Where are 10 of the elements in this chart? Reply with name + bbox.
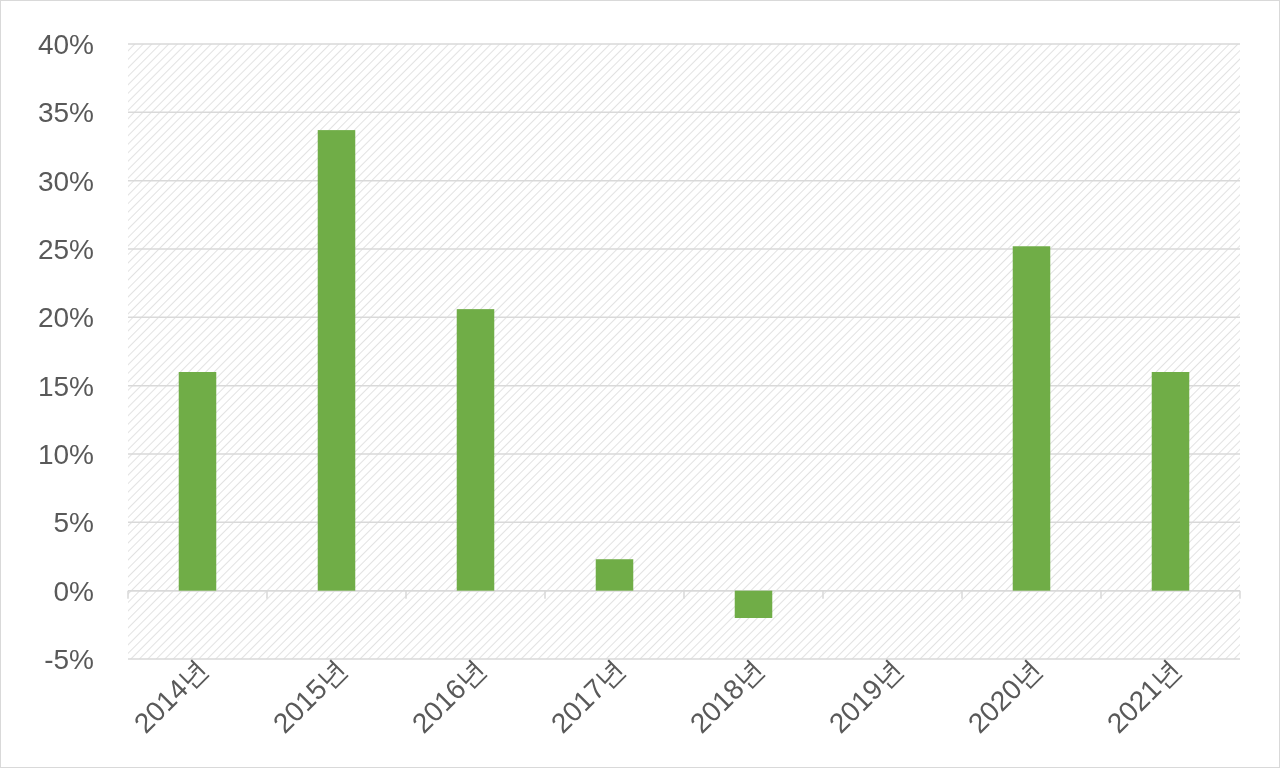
y-tick-label: 35% bbox=[37, 97, 94, 129]
y-tick-label: 25% bbox=[37, 234, 94, 265]
y-tick-label: 40% bbox=[37, 29, 94, 60]
y-tick-label: 5% bbox=[53, 507, 94, 539]
y-tick-label: 20% bbox=[37, 302, 94, 334]
y-tick-label: -5% bbox=[44, 644, 94, 675]
y-tick-label: 10% bbox=[37, 439, 94, 470]
y-tick-label: 0% bbox=[53, 575, 94, 607]
y-tick-label: 30% bbox=[37, 165, 94, 197]
y-tick-label: 15% bbox=[37, 370, 94, 402]
